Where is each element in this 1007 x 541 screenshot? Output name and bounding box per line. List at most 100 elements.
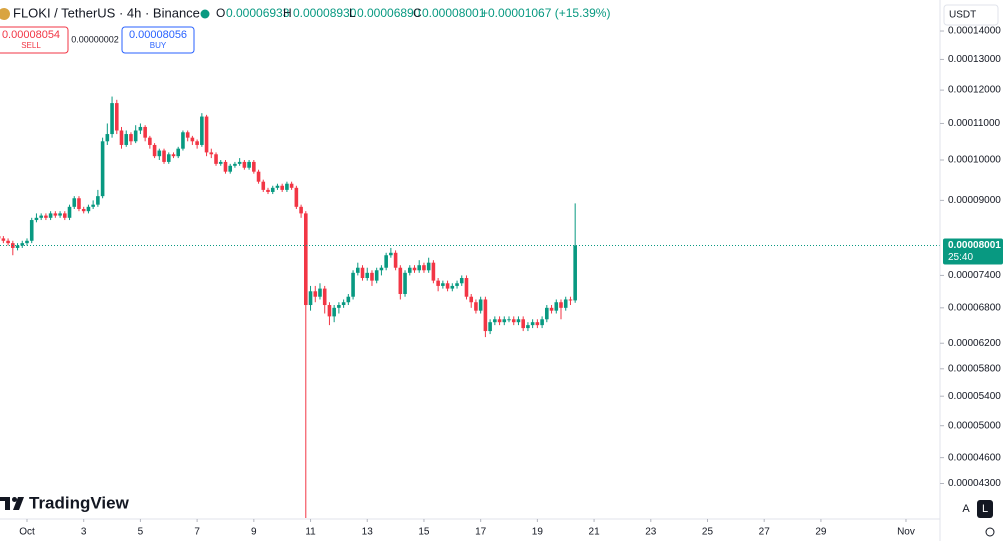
candle-body: [304, 213, 308, 306]
candle-body: [374, 270, 379, 281]
x-tick-label: 27: [759, 527, 771, 538]
candle-body: [497, 319, 502, 323]
auto-scale-button[interactable]: A: [962, 503, 970, 515]
candle-body: [426, 262, 431, 271]
candle-body: [100, 141, 105, 197]
candle-body: [72, 198, 77, 207]
log-scale-button[interactable]: L: [982, 503, 988, 515]
candle-body: [62, 213, 67, 218]
candle-body: [214, 154, 218, 164]
candle-body: [341, 302, 346, 306]
candle-body: [403, 272, 407, 294]
candle-body: [270, 187, 275, 192]
candle-body: [360, 267, 365, 279]
sell-price: 0.00008054: [2, 29, 60, 41]
x-tick-label: 3: [81, 527, 87, 538]
market-status: [200, 9, 210, 19]
ohlc-value: 0.00008001: [422, 6, 486, 20]
buy-button[interactable]: [121, 26, 195, 54]
candle-body: [327, 305, 332, 317]
candle-body: [157, 150, 162, 157]
x-tick-label: 9: [251, 527, 257, 538]
y-tick-label: 0.00007400: [948, 270, 1001, 281]
candle-body: [455, 283, 459, 286]
candle-body: [280, 185, 284, 190]
candle-body: [488, 322, 492, 332]
candle-body: [389, 252, 393, 256]
candle-body: [96, 196, 100, 205]
candle-body: [313, 291, 318, 297]
y-tick-label: 0.00012000: [948, 85, 1001, 96]
y-tick-label: 0.00011000: [948, 118, 1001, 129]
sell-button[interactable]: [0, 26, 69, 54]
candle-body: [256, 171, 261, 182]
candle-body: [39, 215, 43, 218]
candle-body: [29, 220, 34, 241]
candle-body: [526, 325, 530, 329]
candle-body: [218, 161, 223, 164]
y-tick-label: 0.00014000: [948, 26, 1001, 37]
candle-body: [337, 305, 341, 308]
symbol-logo: [0, 8, 10, 20]
y-tick-label: 0.00004300: [948, 478, 1001, 489]
candle-body: [478, 299, 483, 311]
candle-body: [436, 280, 440, 286]
plot-area: [0, 96, 940, 518]
candle-body: [233, 163, 237, 166]
candle-body: [124, 134, 129, 145]
candle-body: [521, 319, 525, 329]
candle-body: [247, 161, 251, 168]
candle-body: [242, 161, 247, 168]
candle-body: [143, 126, 147, 138]
candle-body: [20, 243, 25, 246]
candle-body: [469, 296, 474, 303]
candle-body: [422, 265, 426, 271]
candle-body: [228, 165, 233, 172]
candle-body: [200, 116, 204, 145]
candle-body: [407, 267, 412, 273]
candle-body: [67, 206, 72, 218]
ohlc-label: L: [349, 6, 356, 20]
countdown: 25:40: [948, 252, 973, 263]
candle-body: [1, 238, 6, 241]
candle-body: [483, 299, 488, 332]
currency-select[interactable]: [943, 4, 999, 26]
x-tick-label: 17: [475, 527, 487, 538]
candle-body: [412, 267, 417, 271]
candle-body: [431, 262, 436, 281]
candle-body: [6, 240, 10, 244]
candle-body: [105, 134, 110, 142]
log-scale-button-bg[interactable]: [977, 500, 993, 518]
currency: USDT: [949, 10, 976, 21]
candle-body: [195, 141, 199, 145]
candle-body: [48, 213, 53, 218]
logo-mark: [13, 497, 24, 510]
candle-body: [148, 137, 152, 145]
x-tick-label: 5: [138, 527, 144, 538]
candle-body: [474, 302, 478, 311]
candle-body: [285, 183, 289, 190]
candle-body: [77, 198, 81, 209]
candle-body: [185, 132, 190, 138]
candle-body: [445, 283, 450, 289]
candle-body: [450, 285, 455, 289]
settings-button[interactable]: [985, 527, 995, 537]
candle-body: [129, 134, 133, 142]
y-tick-label: 0.00006800: [948, 302, 1001, 313]
logo-mark: [5, 497, 10, 510]
x-tick-label: 19: [532, 527, 544, 538]
symbol[interactable]: FLOKI / TetherUS · 4h · Binance: [13, 5, 200, 20]
candle-body: [351, 272, 355, 297]
candle-body: [417, 265, 422, 271]
spread: 0.00000002: [71, 34, 119, 44]
candle-body: [398, 267, 403, 294]
y-tick-label: 0.00005000: [948, 420, 1001, 431]
candle-body: [318, 288, 322, 297]
candle-body: [114, 103, 119, 131]
x-tick-label: 7: [194, 527, 200, 538]
x-tick-label: 13: [362, 527, 374, 538]
candle-body: [209, 152, 214, 155]
candle-body: [535, 322, 540, 326]
